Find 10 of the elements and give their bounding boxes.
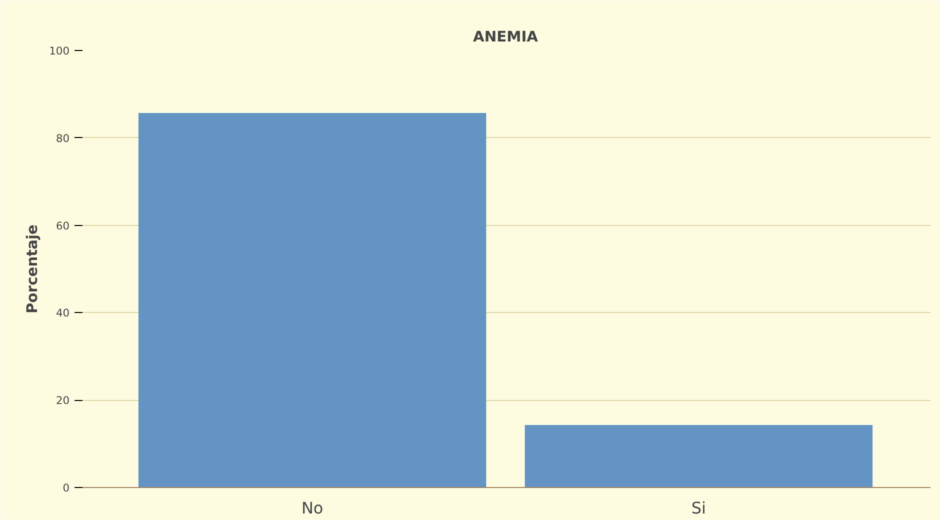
y-tick-label: 80 — [56, 132, 70, 145]
y-tick-label: 60 — [56, 219, 70, 232]
y-tick-label: 40 — [56, 306, 70, 320]
chart-title: ANEMIA — [473, 28, 539, 46]
y-tick-label: 20 — [56, 394, 70, 408]
y-axis-title: Porcentaje — [24, 224, 42, 314]
y-tick-label: 100 — [49, 44, 70, 58]
x-tick-label: No — [301, 498, 324, 518]
y-tick-label: 0 — [62, 482, 70, 494]
x-tick-label: Si — [691, 498, 706, 518]
